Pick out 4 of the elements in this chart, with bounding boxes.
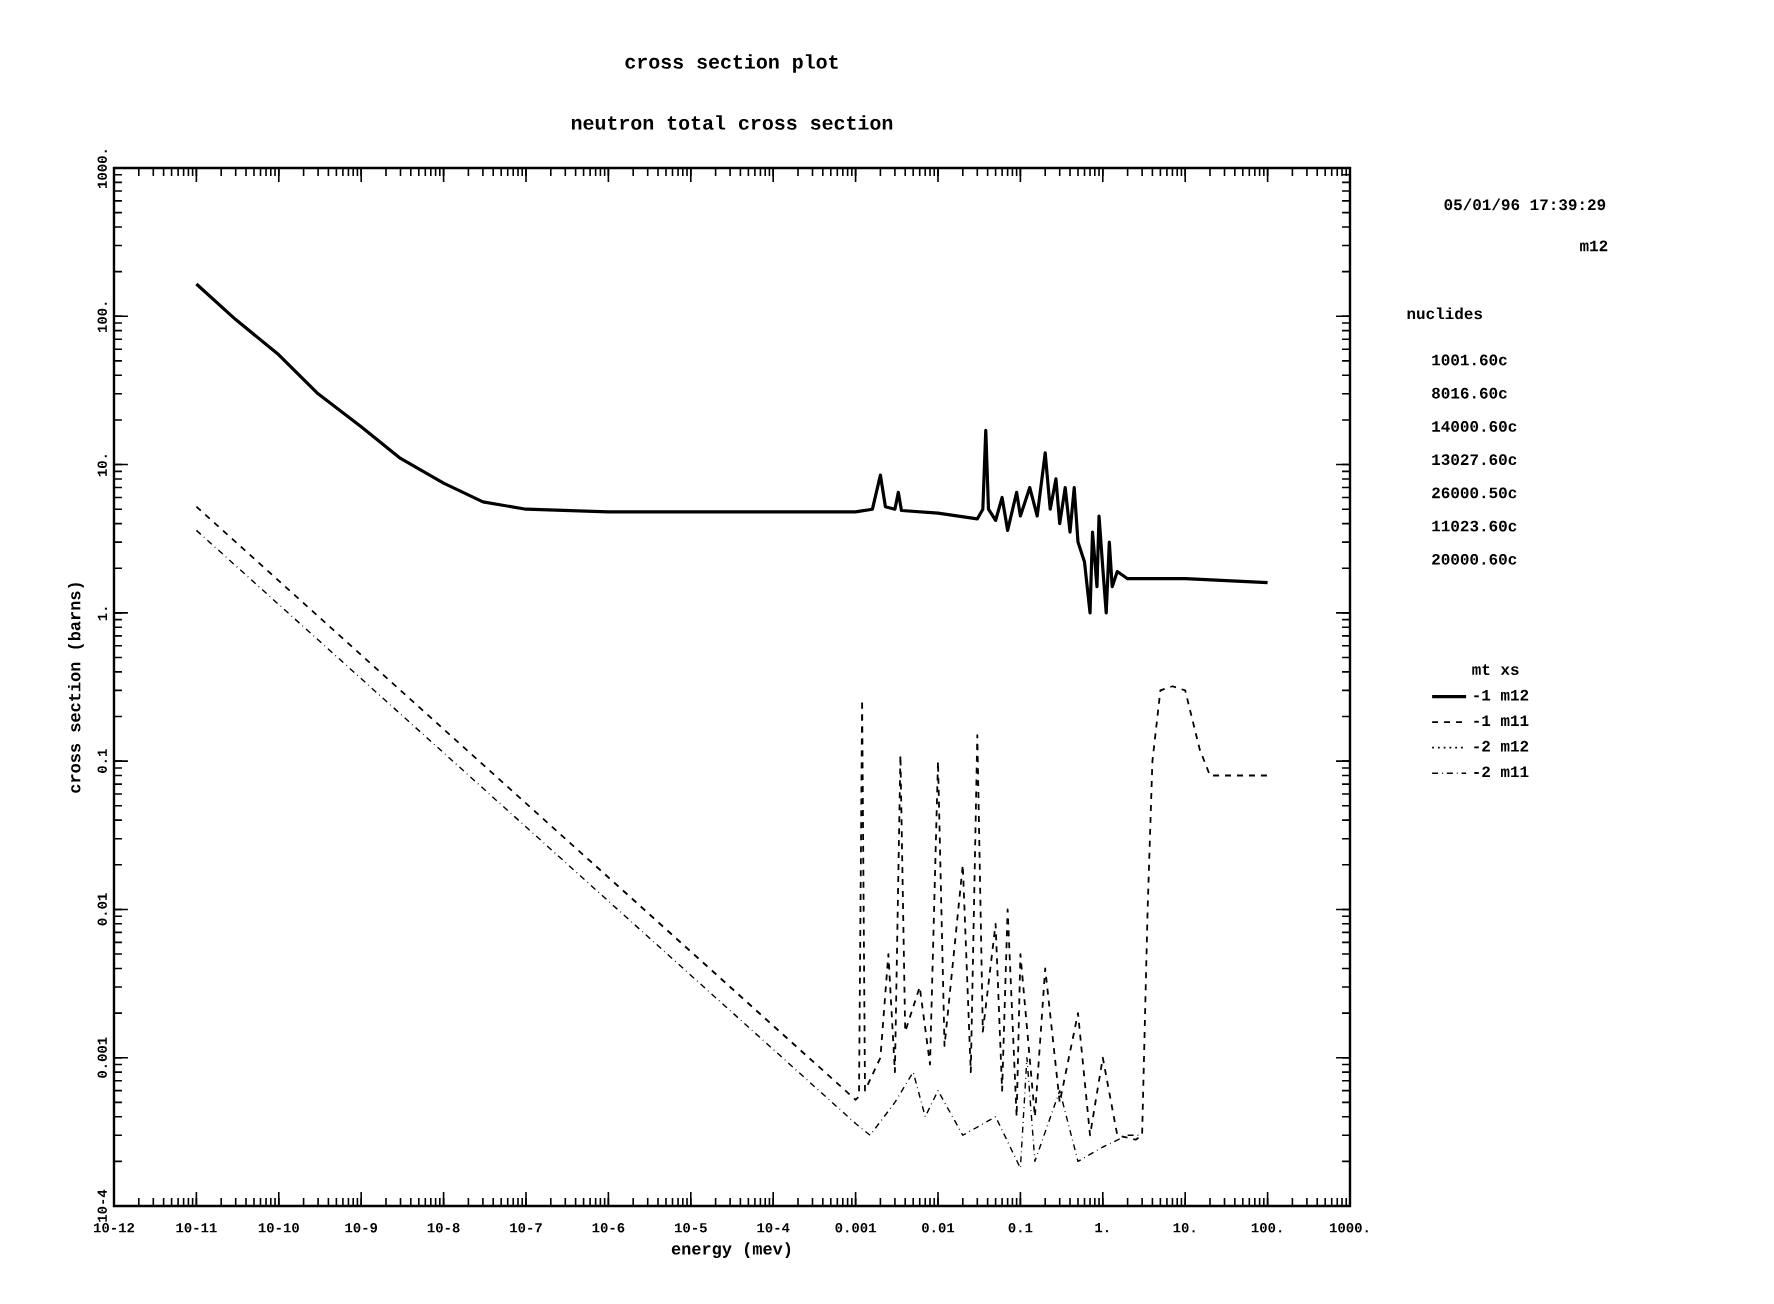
x-axis-title: energy (mev) — [671, 1242, 791, 1259]
chart-subtitle: neutron total cross section — [571, 115, 893, 130]
chart-title: cross section plot — [625, 54, 838, 73]
y-axis-title: cross section (barns) — [68, 583, 84, 793]
